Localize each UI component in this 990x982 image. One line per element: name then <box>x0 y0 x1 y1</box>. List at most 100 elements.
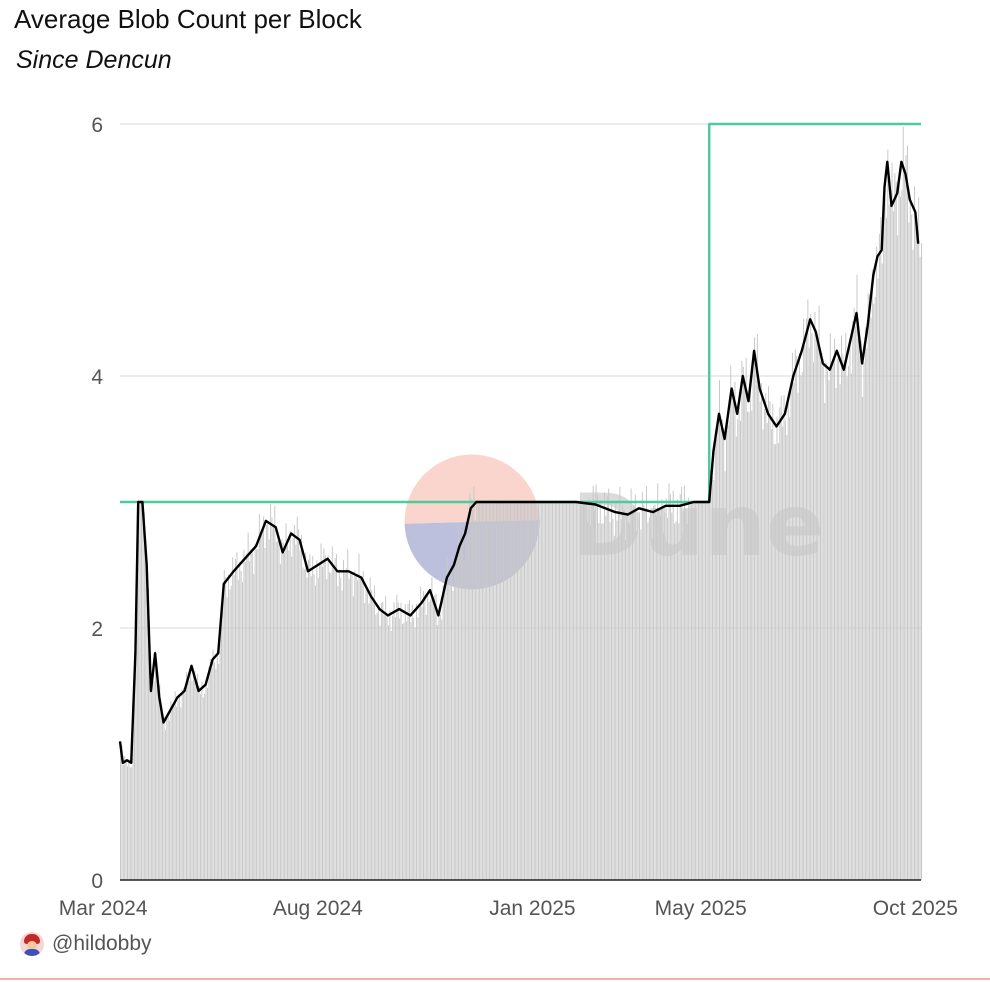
daily-bar <box>465 538 467 880</box>
daily-bar <box>222 605 224 880</box>
daily-bar <box>543 502 545 880</box>
daily-bar <box>265 524 267 880</box>
daily-bar <box>511 502 513 880</box>
daily-bar <box>515 502 517 880</box>
daily-bar <box>688 497 690 880</box>
daily-bar <box>387 625 389 880</box>
daily-bar <box>382 601 384 880</box>
daily-bar <box>536 502 538 880</box>
daily-bar <box>462 530 464 880</box>
daily-bar <box>545 502 547 880</box>
daily-bar <box>745 357 747 881</box>
x-tick-label: Aug 2024 <box>273 897 363 920</box>
daily-bar <box>487 502 489 880</box>
daily-bar <box>317 578 319 880</box>
daily-bar <box>843 370 845 880</box>
daily-bar <box>253 573 255 880</box>
daily-bar <box>479 502 481 880</box>
daily-bar <box>406 621 408 880</box>
daily-bar <box>171 704 173 880</box>
daily-bar <box>279 564 281 880</box>
daily-bar <box>820 360 821 881</box>
daily-bar <box>577 502 579 880</box>
daily-bar <box>547 502 549 880</box>
daily-bar <box>221 603 222 880</box>
daily-bar <box>187 682 189 880</box>
daily-bar <box>498 502 500 880</box>
daily-bar <box>756 333 758 880</box>
daily-bar <box>894 173 896 880</box>
daily-bar <box>740 420 742 880</box>
daily-bar <box>228 574 229 880</box>
daily-bar <box>134 692 136 880</box>
daily-bar <box>131 767 133 880</box>
daily-bar <box>285 523 287 880</box>
daily-bar <box>901 189 903 881</box>
daily-bar <box>141 502 143 880</box>
daily-bar <box>857 326 859 881</box>
daily-bar <box>139 502 141 880</box>
daily-bar <box>237 580 239 880</box>
daily-bar <box>389 610 391 880</box>
series-lines <box>118 122 921 764</box>
daily-bar <box>414 627 416 880</box>
author-credit[interactable]: @hildobby <box>20 930 152 958</box>
daily-bar <box>532 502 534 880</box>
daily-bar <box>730 365 732 880</box>
daily-bar <box>836 358 838 880</box>
daily-bar <box>258 514 260 880</box>
daily-bar <box>127 766 128 880</box>
daily-bar <box>427 591 429 880</box>
daily-bar <box>720 427 722 880</box>
daily-bar <box>884 197 886 881</box>
daily-bar <box>711 476 713 880</box>
daily-bar <box>152 677 154 880</box>
daily-bar <box>120 741 121 880</box>
daily-bar <box>410 622 412 880</box>
daily-bar <box>726 425 727 880</box>
username[interactable]: @hildobby <box>52 932 152 955</box>
daily-bar <box>160 705 162 880</box>
daily-bar <box>223 570 225 880</box>
daily-bar <box>822 359 824 880</box>
daily-bar <box>737 419 739 880</box>
daily-bar <box>892 211 894 880</box>
daily-bar <box>538 502 540 880</box>
daily-bar <box>570 502 572 880</box>
daily-bar <box>876 246 878 880</box>
daily-bar <box>129 767 131 880</box>
daily-bar <box>474 520 476 880</box>
daily-bar <box>769 401 771 880</box>
daily-bar <box>842 354 844 880</box>
daily-bar <box>637 512 639 880</box>
daily-bar <box>841 335 843 880</box>
daily-bar <box>463 560 465 880</box>
daily-bar <box>633 505 635 880</box>
daily-bar <box>714 430 716 880</box>
daily-bar <box>249 561 251 880</box>
daily-bar <box>552 502 554 880</box>
daily-bar <box>587 521 589 880</box>
daily-bar <box>428 601 430 880</box>
daily-bar <box>247 532 249 880</box>
daily-bar <box>632 511 633 880</box>
daily-bar <box>619 486 621 880</box>
bottom-rule <box>0 978 990 980</box>
daily-bar <box>674 523 676 880</box>
daily-bar <box>493 502 495 880</box>
daily-bar <box>828 380 830 880</box>
daily-bar <box>895 181 897 881</box>
daily-bar <box>469 493 471 880</box>
daily-bar <box>890 193 892 880</box>
daily-bar <box>672 490 674 880</box>
daily-bar <box>226 597 228 880</box>
daily-bar <box>295 544 297 880</box>
daily-bar <box>776 416 778 880</box>
daily-bar <box>242 581 244 880</box>
daily-bar <box>452 590 454 880</box>
daily-bar <box>702 502 704 880</box>
daily-bar <box>514 502 516 880</box>
daily-bar <box>821 352 823 881</box>
daily-bar <box>755 366 757 881</box>
daily-bar <box>376 613 378 880</box>
